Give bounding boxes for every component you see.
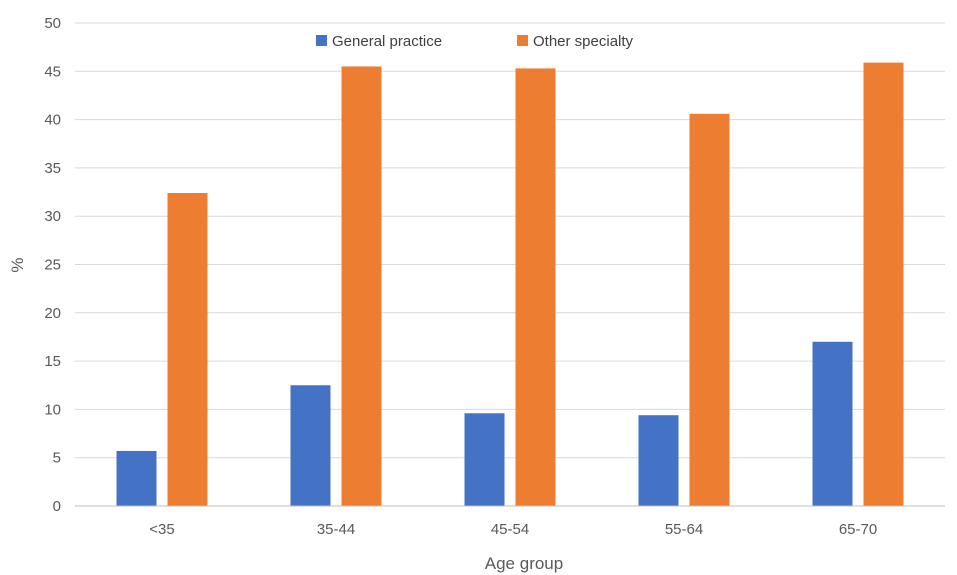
bar-general-practice-1 xyxy=(290,385,331,506)
x-axis-ticks: <35 35-44 45-54 55-64 65-70 xyxy=(149,521,877,538)
bar-general-practice-3 xyxy=(638,415,679,506)
y-tick-label-50: 50 xyxy=(44,15,61,32)
x-tick-label-1: 35-44 xyxy=(317,521,355,538)
x-axis-title: Age group xyxy=(485,554,563,573)
x-tick-label-3: 55-64 xyxy=(665,521,703,538)
bar-general-practice-2 xyxy=(464,413,505,506)
y-axis-ticks: 0 5 10 15 20 25 30 35 40 45 50 xyxy=(44,15,61,515)
y-tick-label-40: 40 xyxy=(44,112,61,129)
legend-swatch-general-practice xyxy=(316,35,327,46)
y-tick-label-30: 30 xyxy=(44,208,61,225)
y-tick-label-0: 0 xyxy=(53,498,61,515)
x-tick-label-0: <35 xyxy=(149,521,174,538)
bar-other-specialty-3 xyxy=(689,113,730,506)
gridlines xyxy=(75,22,945,459)
y-tick-label-35: 35 xyxy=(44,160,61,177)
bar-other-specialty-4 xyxy=(863,62,904,507)
bar-other-specialty-0 xyxy=(167,193,208,507)
bar-general-practice-0 xyxy=(116,450,157,506)
legend: General practice Other specialty xyxy=(316,33,634,50)
legend-label-general-practice: General practice xyxy=(332,33,442,50)
y-tick-label-15: 15 xyxy=(44,353,61,370)
x-tick-label-2: 45-54 xyxy=(491,521,529,538)
y-tick-label-20: 20 xyxy=(44,305,61,322)
y-tick-label-25: 25 xyxy=(44,257,61,274)
bars xyxy=(116,62,904,507)
legend-swatch-other-specialty xyxy=(517,35,528,46)
y-tick-label-10: 10 xyxy=(44,401,61,418)
bar-general-practice-4 xyxy=(812,341,853,506)
legend-label-other-specialty: Other specialty xyxy=(533,33,634,50)
bar-other-specialty-1 xyxy=(341,66,382,506)
x-tick-label-4: 65-70 xyxy=(839,521,877,538)
bar-other-specialty-2 xyxy=(515,68,556,506)
y-tick-label-45: 45 xyxy=(44,63,61,80)
y-tick-label-5: 5 xyxy=(53,450,61,467)
y-axis-title: % xyxy=(8,257,27,272)
